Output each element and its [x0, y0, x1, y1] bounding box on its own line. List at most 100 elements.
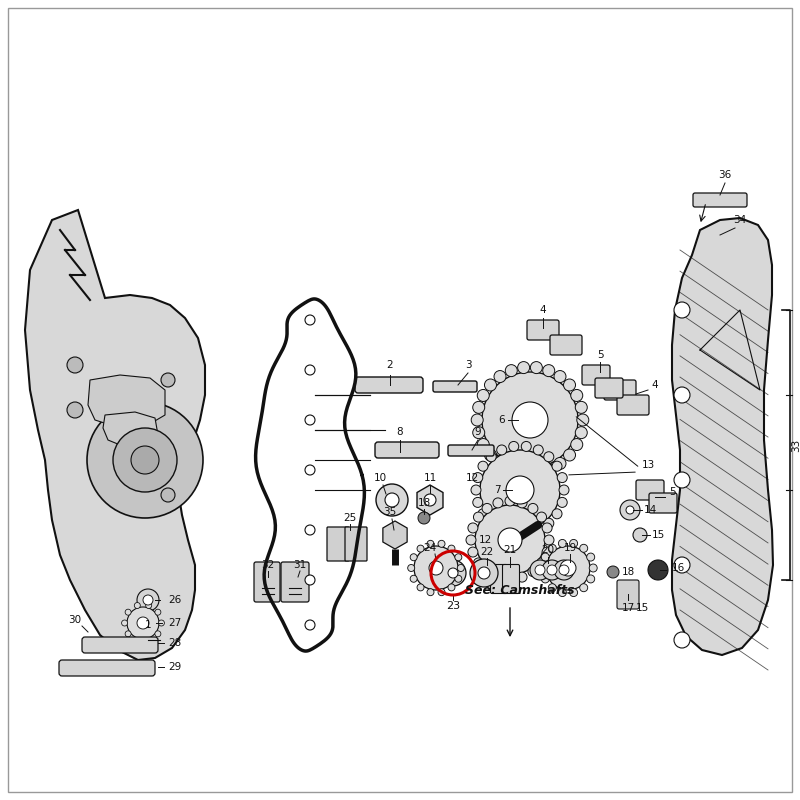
Circle shape	[113, 428, 177, 492]
Circle shape	[155, 631, 161, 637]
Circle shape	[448, 584, 455, 591]
Circle shape	[424, 494, 436, 506]
Circle shape	[542, 463, 554, 475]
Circle shape	[530, 362, 542, 374]
Text: 4: 4	[652, 380, 658, 390]
Circle shape	[534, 445, 543, 455]
Circle shape	[122, 620, 128, 626]
Circle shape	[473, 426, 485, 438]
Circle shape	[563, 449, 575, 461]
Circle shape	[410, 575, 417, 582]
Circle shape	[674, 302, 690, 318]
Circle shape	[485, 379, 497, 391]
Circle shape	[137, 589, 159, 611]
Circle shape	[494, 370, 506, 382]
Text: 32: 32	[262, 560, 274, 570]
Circle shape	[528, 566, 538, 577]
Circle shape	[473, 402, 485, 414]
Circle shape	[127, 607, 159, 639]
Circle shape	[125, 631, 131, 637]
Circle shape	[440, 560, 466, 586]
FancyBboxPatch shape	[617, 580, 639, 609]
Circle shape	[621, 593, 635, 607]
Circle shape	[512, 402, 548, 438]
Circle shape	[67, 357, 83, 373]
Circle shape	[498, 528, 522, 552]
Polygon shape	[103, 412, 158, 447]
FancyBboxPatch shape	[448, 445, 494, 456]
Circle shape	[560, 560, 576, 576]
Text: 23: 23	[446, 601, 460, 611]
FancyBboxPatch shape	[550, 335, 582, 355]
FancyBboxPatch shape	[355, 377, 423, 393]
Circle shape	[506, 365, 518, 377]
Circle shape	[554, 560, 574, 580]
Circle shape	[478, 390, 490, 402]
Text: 2: 2	[386, 360, 394, 370]
Circle shape	[385, 493, 399, 507]
Text: 18: 18	[418, 498, 430, 508]
Circle shape	[427, 589, 434, 596]
Circle shape	[67, 402, 83, 418]
Text: 33: 33	[791, 438, 800, 452]
Circle shape	[497, 445, 506, 455]
FancyBboxPatch shape	[345, 527, 367, 561]
Text: 31: 31	[294, 560, 306, 570]
Circle shape	[493, 498, 503, 508]
Circle shape	[478, 567, 490, 579]
Circle shape	[506, 476, 534, 504]
Text: 12: 12	[466, 473, 478, 483]
FancyBboxPatch shape	[693, 193, 747, 207]
Circle shape	[305, 465, 315, 475]
Polygon shape	[672, 218, 773, 655]
Circle shape	[575, 402, 587, 414]
Circle shape	[517, 498, 527, 508]
Circle shape	[161, 488, 175, 502]
Circle shape	[542, 560, 562, 580]
Circle shape	[494, 458, 506, 470]
Circle shape	[146, 602, 152, 609]
Circle shape	[161, 373, 175, 387]
FancyBboxPatch shape	[502, 565, 519, 594]
Circle shape	[155, 609, 161, 615]
Circle shape	[547, 565, 557, 575]
Text: 1: 1	[145, 620, 151, 630]
Circle shape	[125, 609, 131, 615]
Text: 27: 27	[168, 618, 182, 628]
Circle shape	[505, 496, 515, 506]
Circle shape	[674, 387, 690, 403]
Circle shape	[518, 466, 530, 478]
Circle shape	[376, 484, 408, 516]
Circle shape	[485, 449, 497, 461]
Circle shape	[570, 390, 582, 402]
Circle shape	[570, 589, 578, 597]
Circle shape	[648, 560, 668, 580]
Text: 29: 29	[168, 662, 182, 672]
Circle shape	[305, 365, 315, 375]
Circle shape	[470, 559, 498, 587]
Circle shape	[542, 575, 550, 583]
Circle shape	[305, 575, 315, 585]
Circle shape	[522, 529, 531, 538]
Circle shape	[534, 525, 543, 535]
Circle shape	[414, 546, 458, 590]
FancyBboxPatch shape	[8, 8, 792, 792]
Circle shape	[542, 523, 552, 533]
Circle shape	[468, 547, 478, 557]
Text: 24: 24	[423, 543, 437, 553]
Circle shape	[438, 540, 445, 547]
Circle shape	[535, 565, 545, 575]
Text: 30: 30	[69, 615, 82, 625]
Circle shape	[146, 638, 152, 643]
Circle shape	[558, 539, 566, 547]
FancyBboxPatch shape	[649, 493, 677, 513]
Text: 36: 36	[718, 170, 732, 180]
Circle shape	[674, 557, 690, 573]
Circle shape	[580, 584, 588, 592]
Circle shape	[552, 509, 562, 518]
Circle shape	[471, 414, 483, 426]
Circle shape	[674, 632, 690, 648]
Text: 10: 10	[374, 473, 386, 483]
Circle shape	[509, 442, 518, 451]
Circle shape	[633, 528, 647, 542]
